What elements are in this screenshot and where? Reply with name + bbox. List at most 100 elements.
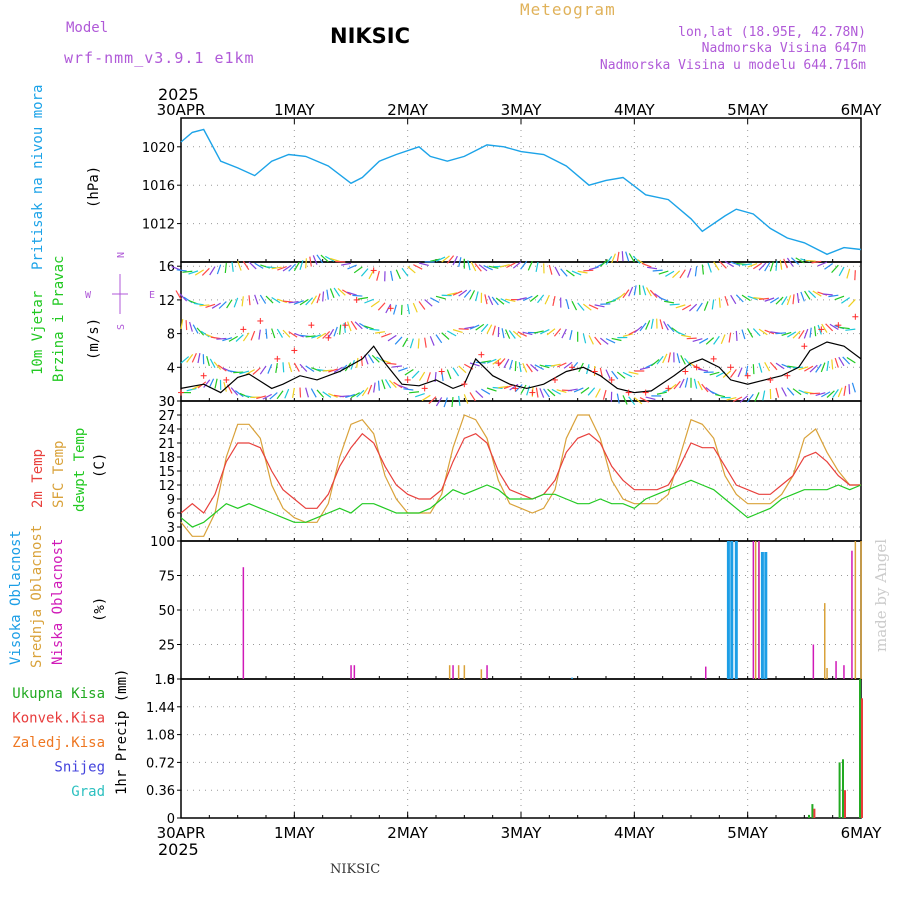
- wind-arrow: [503, 358, 510, 369]
- ytick-label: 1020: [142, 141, 175, 156]
- wind-arrow: [662, 353, 668, 364]
- wind-arrow: [508, 330, 516, 339]
- wind-arrow: [809, 364, 818, 373]
- wind-arrow: [269, 392, 278, 400]
- wind-arrow: [658, 296, 669, 302]
- wind-arrow: [681, 334, 692, 338]
- wind-arrow: [311, 367, 321, 372]
- wind-arrow: [687, 267, 692, 278]
- wind-arrow: [556, 389, 567, 394]
- wind-arrow: [400, 304, 403, 315]
- wind-arrow: [628, 286, 634, 297]
- wind-arrow: [223, 381, 227, 392]
- wind-arrow: [567, 388, 578, 392]
- wind-arrow: [672, 270, 681, 279]
- lonlat-label: lon,lat (18.95E, 42.78N): [678, 25, 866, 40]
- wind-arrow: [179, 293, 188, 302]
- wind-arrow: [550, 363, 561, 367]
- wind-arrow: [447, 292, 458, 296]
- wind-arrow: [649, 289, 658, 298]
- wind-arrow: [561, 328, 567, 339]
- wind-arrow: [741, 294, 751, 302]
- wind-arrow: [812, 290, 822, 297]
- precip-bar: [842, 759, 844, 818]
- wind-arrow: [539, 388, 545, 398]
- wind-arrow: [684, 358, 692, 367]
- wind-arrow: [381, 332, 391, 338]
- cloud-bar: [760, 552, 764, 679]
- wind-arrow: [464, 326, 475, 330]
- wind-arrow: [492, 358, 502, 365]
- wind-arrow: [825, 323, 834, 332]
- wind-arrow: [587, 387, 596, 396]
- wind-arrow: [394, 336, 403, 345]
- top-tick-label: 3MAY: [501, 101, 543, 119]
- cloud-bar: [835, 661, 837, 679]
- panel-precip: 1.8 1.44 1.08 0.72 0.36 0: [146, 673, 862, 827]
- wind-arrow: [728, 332, 732, 343]
- wind-arrow: [645, 287, 652, 297]
- wind-arrow: [401, 267, 409, 277]
- wind-arrow: [556, 362, 567, 368]
- wind-arrow: [792, 330, 801, 339]
- wind-arrow: [347, 321, 352, 332]
- wind-arrow: [418, 301, 426, 310]
- wind-arrow: [730, 294, 737, 305]
- wind-arrow: [421, 394, 431, 402]
- wind-arrow: [294, 300, 304, 305]
- top-tick-label: 2MAY: [387, 101, 429, 119]
- wind-arrow: [233, 371, 244, 374]
- wind-arrow: [337, 287, 346, 296]
- wind-arrow: [544, 294, 550, 305]
- wind-arrow: [424, 299, 433, 307]
- wind-arrow: [316, 332, 326, 340]
- bottom-year-label: 2025: [158, 840, 199, 859]
- wind-arrow: [409, 338, 414, 349]
- wind-arrow: [481, 388, 491, 395]
- wind-arrow: [497, 358, 506, 367]
- ytick-label: 1012: [142, 218, 175, 233]
- wind-arrow: [259, 365, 267, 375]
- wind-arrow: [658, 270, 669, 275]
- wind-arrow: [327, 328, 335, 339]
- wind-arrow: [622, 333, 633, 337]
- wind-arrow: [390, 270, 394, 281]
- wind-arrow: [798, 329, 805, 339]
- wind-arrow: [381, 379, 386, 390]
- wind-arrow: [282, 329, 291, 338]
- wind-arrow: [201, 267, 210, 276]
- wind-arrow: [404, 369, 414, 376]
- precip-legend-0: Ukupna Kisa: [12, 686, 105, 702]
- model-name: wrf-nmm_v3.9.1 e1km: [64, 49, 255, 67]
- wind-arrow: [781, 387, 787, 397]
- temp2m-title: 2m Temp: [30, 449, 46, 508]
- wind-arrow: [790, 257, 800, 265]
- wind-arrow: [722, 370, 732, 378]
- wind-arrow: [271, 328, 276, 339]
- wind-arrow: [359, 322, 369, 330]
- wind-arrow: [409, 391, 420, 394]
- wind-arrow: [611, 337, 622, 342]
- wind-arrow: [328, 368, 338, 373]
- wind-arrow: [469, 392, 476, 402]
- wind-arrow: [231, 261, 234, 272]
- wind-arrow: [809, 327, 812, 338]
- wind-arrow: [194, 269, 204, 276]
- wind-arrow: [288, 263, 296, 272]
- wind-arrow: [611, 370, 619, 380]
- cloud-bar: [350, 665, 352, 679]
- ytick-label: 12: [158, 294, 175, 309]
- wind-arrow: [478, 264, 488, 272]
- wind-arrow: [517, 331, 527, 337]
- wind-arrow: [329, 257, 340, 262]
- wind-arrow: [288, 301, 299, 304]
- wind-arrow: [686, 337, 697, 340]
- precip-legend-1: Konvek.Kisa: [12, 711, 105, 727]
- wind-arrow: [829, 323, 839, 331]
- wind-arrow: [325, 255, 335, 262]
- wind-arrow: [652, 269, 663, 272]
- wind-arrow: [754, 392, 760, 402]
- wind-arrow: [803, 328, 809, 339]
- wind-arrow: [569, 330, 573, 341]
